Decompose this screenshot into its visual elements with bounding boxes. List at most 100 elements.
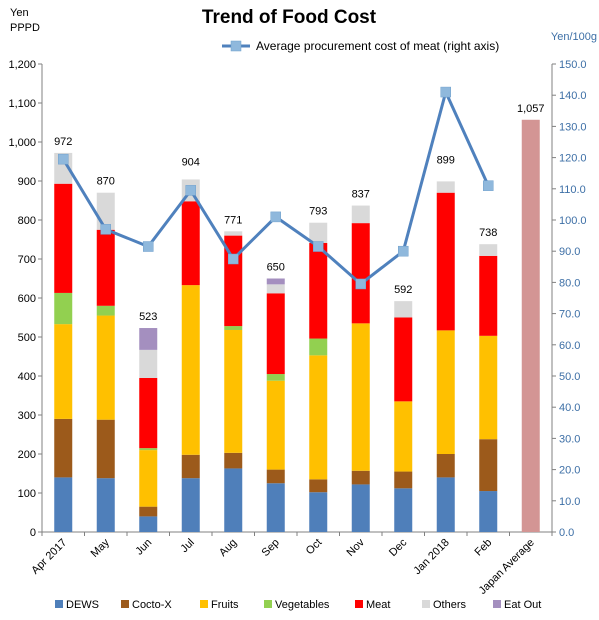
bar-cocto-x <box>351 470 370 485</box>
bar-dews <box>139 516 158 532</box>
right-tick-label: 130.0 <box>559 121 587 133</box>
legend-swatch-eat-out <box>493 600 501 608</box>
bar-others <box>351 205 370 224</box>
bar-cocto-x <box>54 418 73 478</box>
bar-meat <box>309 243 328 339</box>
left-tick-label: 0 <box>30 527 36 539</box>
meat-cost-marker <box>398 245 409 257</box>
bar-meat <box>266 293 285 375</box>
right-tick-label: 140.0 <box>559 90 587 102</box>
left-tick-label: 400 <box>18 371 36 383</box>
bar-vegetables <box>96 305 115 316</box>
right-tick-label: 110.0 <box>559 184 586 196</box>
category-label: Sep <box>260 537 282 559</box>
total-label: 523 <box>139 311 157 323</box>
bar-others <box>224 231 243 236</box>
meat-cost-line <box>58 86 494 290</box>
left-tick-label: 600 <box>18 293 36 305</box>
total-label: 972 <box>54 136 72 148</box>
bar-cocto-x <box>436 454 455 478</box>
right-tick-label: 90.0 <box>559 246 580 258</box>
meat-cost-marker <box>228 253 239 265</box>
bar-dews <box>54 477 73 532</box>
right-tick-label: 30.0 <box>559 433 580 445</box>
bar-japan-average <box>521 119 540 533</box>
category-label: May <box>89 536 113 560</box>
left-tick-label: 500 <box>18 332 36 344</box>
right-tick-label: 120.0 <box>559 153 587 165</box>
bar-fruits <box>266 380 285 470</box>
total-label: 771 <box>224 214 242 226</box>
bar-vegetables <box>224 326 243 330</box>
left-tick-label: 200 <box>18 449 36 461</box>
meat-cost-marker <box>185 185 196 196</box>
category-label: Jun <box>133 537 154 558</box>
total-label: 793 <box>309 206 327 218</box>
total-label: 837 <box>352 189 370 201</box>
total-label: 904 <box>182 156 200 168</box>
bar-eat-out <box>139 328 158 350</box>
bar-vegetables <box>54 292 73 325</box>
bar-fruits <box>224 329 243 453</box>
line-legend: Average procurement cost of meat (right … <box>222 39 499 53</box>
bar-others <box>479 244 498 256</box>
right-tick-label: 20.0 <box>559 465 580 477</box>
meat-cost-marker <box>58 153 69 165</box>
left-tick-label: 1,200 <box>8 59 36 71</box>
bar-fruits <box>309 355 328 480</box>
bar-fruits <box>436 330 455 454</box>
legend-label: DEWS <box>66 599 99 611</box>
bar-meat <box>479 255 498 336</box>
left-tick-label: 1,100 <box>8 98 36 110</box>
meat-cost-line-path <box>61 87 490 286</box>
legend-label: Eat Out <box>504 599 541 611</box>
legend-label: Vegetables <box>275 599 330 611</box>
bar-fruits <box>96 315 115 420</box>
right-tick-label: 40.0 <box>559 402 580 414</box>
legend-swatch-meat <box>355 600 363 608</box>
meat-cost-marker <box>313 241 324 252</box>
bar-fruits <box>181 285 200 455</box>
bar-dews <box>224 468 243 532</box>
left-tick-label: 1,000 <box>8 137 36 149</box>
category-label: Nov <box>345 536 368 559</box>
left-tick-label: 900 <box>18 176 36 188</box>
total-label: 650 <box>267 262 285 274</box>
bar-vegetables <box>139 448 158 451</box>
right-tick-label: 10.0 <box>559 496 580 508</box>
right-tick-label: 150.0 <box>559 59 587 71</box>
bar-meat <box>139 377 158 449</box>
bar-fruits <box>479 335 498 440</box>
category-label: Aug <box>217 537 239 559</box>
left-tick-label: 700 <box>18 254 36 266</box>
legend: DEWS Cocto-X Fruits Vegetables Meat Others Eat… <box>55 599 541 611</box>
total-label: 738 <box>479 227 497 239</box>
category-label: Oct <box>304 537 325 558</box>
bar-dews <box>351 484 370 532</box>
bar-meat <box>351 223 370 324</box>
category-label: Jan 2018 <box>411 537 451 577</box>
category-label: Feb <box>472 537 494 559</box>
meat-cost-marker <box>483 180 494 191</box>
bar-cocto-x <box>139 506 158 517</box>
left-tick-label: 300 <box>18 410 36 422</box>
bar-dews <box>96 478 115 532</box>
bar-meat <box>96 229 115 306</box>
right-tick-label: 0.0 <box>559 527 574 539</box>
left-tick-label: 800 <box>18 215 36 227</box>
total-label: 899 <box>437 154 455 166</box>
bar-dews <box>479 491 498 532</box>
total-label: 592 <box>394 284 412 296</box>
bar-cocto-x <box>309 479 328 493</box>
legend-label: Meat <box>366 599 390 611</box>
category-labels: Apr 2017 May Jun Jul Aug Sep Oct Nov Dec Jan 2018… <box>29 536 537 597</box>
bar-cocto-x <box>266 469 285 484</box>
bar-fruits <box>351 323 370 471</box>
bar-cocto-x <box>224 452 243 469</box>
right-tick-label: 100.0 <box>559 215 587 227</box>
left-axis-unit-line-1: Yen <box>10 7 29 19</box>
category-label: Jul <box>178 537 196 555</box>
bar-others <box>436 181 455 193</box>
right-axis-unit: Yen/100g <box>551 31 597 43</box>
